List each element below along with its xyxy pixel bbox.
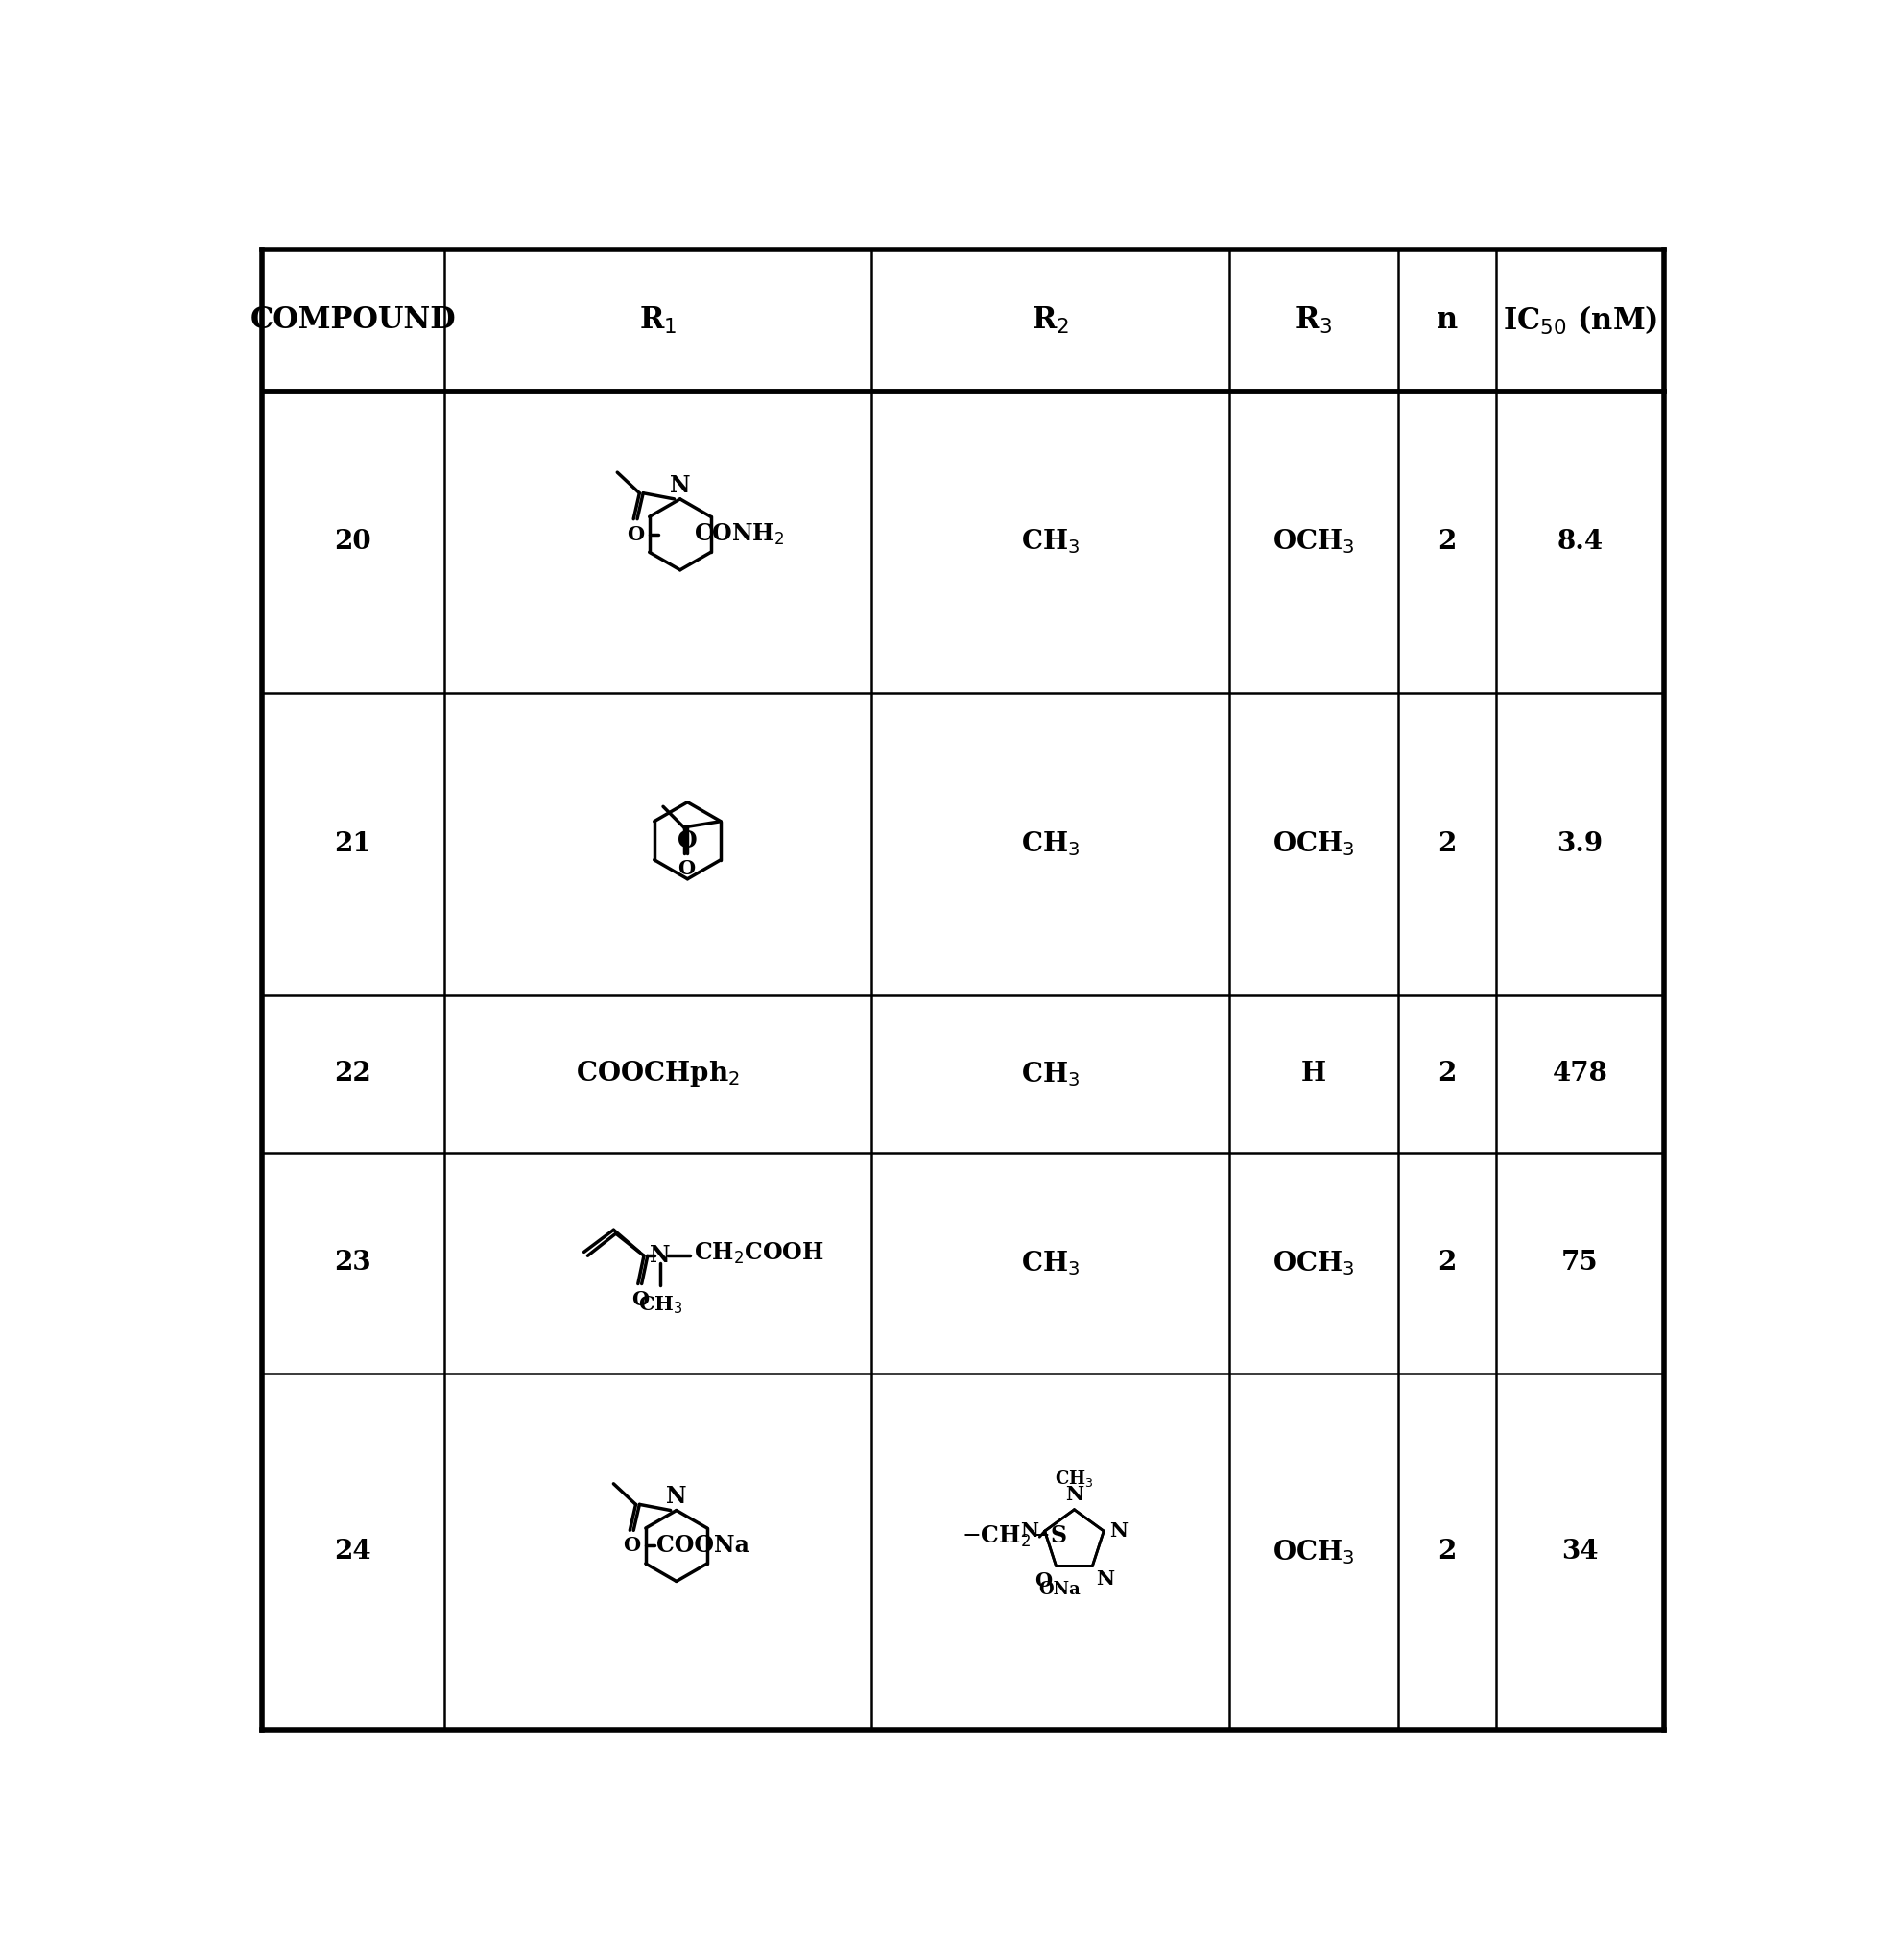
Text: 478: 478 (1551, 1060, 1608, 1088)
Text: ONa: ONa (1039, 1580, 1080, 1597)
Text: R$_3$: R$_3$ (1294, 306, 1332, 335)
Text: N: N (669, 474, 689, 496)
Text: OCH$_3$: OCH$_3$ (1271, 1249, 1354, 1278)
Text: R$_1$: R$_1$ (639, 306, 676, 335)
Text: CH$_3$: CH$_3$ (1054, 1468, 1093, 1490)
Text: N: N (650, 1245, 670, 1268)
Text: COOCHph$_2$: COOCHph$_2$ (575, 1058, 740, 1088)
Text: O: O (631, 1290, 648, 1309)
Text: IC$_{50}$ (nM): IC$_{50}$ (nM) (1502, 304, 1656, 337)
Text: CH$_3$: CH$_3$ (1020, 1249, 1080, 1278)
Text: 34: 34 (1561, 1539, 1598, 1564)
Text: N: N (1020, 1521, 1039, 1541)
Text: 75: 75 (1561, 1250, 1598, 1276)
Text: 2: 2 (1437, 831, 1455, 857)
Text: 21: 21 (334, 831, 372, 857)
Text: H: H (1300, 1060, 1326, 1088)
Text: O: O (627, 525, 644, 545)
Text: CONH$_2$: CONH$_2$ (693, 521, 783, 547)
Text: COMPOUND: COMPOUND (250, 306, 456, 335)
Text: CH$_2$COOH: CH$_2$COOH (693, 1241, 823, 1266)
Text: OCH$_3$: OCH$_3$ (1271, 829, 1354, 858)
Text: 2: 2 (1437, 1539, 1455, 1564)
Text: N: N (1095, 1570, 1114, 1590)
Text: N: N (1110, 1521, 1127, 1541)
Text: CH$_3$: CH$_3$ (637, 1294, 682, 1315)
Text: N: N (1065, 1484, 1084, 1503)
Text: 24: 24 (334, 1539, 372, 1564)
Text: O: O (676, 858, 695, 878)
Text: CH$_3$: CH$_3$ (1020, 829, 1080, 858)
Text: $-$CH$_2$$-$S: $-$CH$_2$$-$S (962, 1525, 1067, 1550)
Text: 23: 23 (334, 1250, 372, 1276)
Text: O: O (623, 1537, 640, 1556)
Text: 22: 22 (334, 1060, 372, 1088)
Text: COONa: COONa (655, 1535, 749, 1558)
Text: R$_2$: R$_2$ (1031, 306, 1069, 335)
Text: N: N (665, 1486, 687, 1507)
Text: CH$_3$: CH$_3$ (1020, 527, 1080, 557)
Text: CH$_3$: CH$_3$ (1020, 1060, 1080, 1088)
Text: 3.9: 3.9 (1557, 831, 1602, 857)
Text: n: n (1435, 306, 1457, 335)
Text: OCH$_3$: OCH$_3$ (1271, 527, 1354, 557)
Text: 8.4: 8.4 (1557, 529, 1602, 555)
Text: O: O (1035, 1572, 1052, 1592)
Text: 20: 20 (334, 529, 372, 555)
Text: OCH$_3$: OCH$_3$ (1271, 1537, 1354, 1566)
Text: O: O (678, 829, 697, 853)
Text: 2: 2 (1437, 1250, 1455, 1276)
Text: 2: 2 (1437, 529, 1455, 555)
Text: 2: 2 (1437, 1060, 1455, 1088)
